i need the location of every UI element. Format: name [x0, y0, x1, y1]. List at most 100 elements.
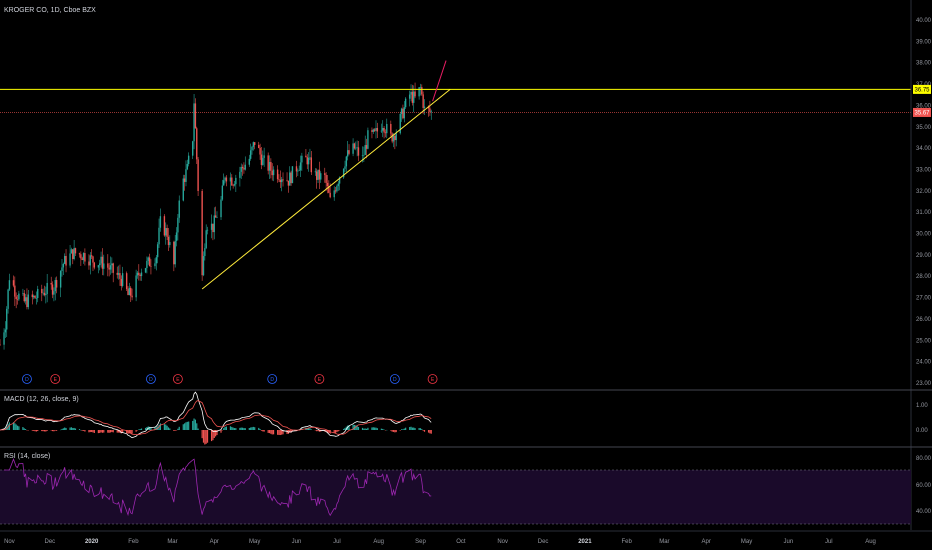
candle: [315, 168, 318, 189]
macd-bar: [53, 430, 55, 432]
candle: [187, 152, 190, 167]
candle: [373, 128, 376, 132]
candle: [210, 214, 213, 239]
macd-bar: [309, 428, 311, 430]
candle: [50, 276, 52, 290]
macd-bar: [163, 424, 166, 430]
candle: [231, 174, 233, 187]
macd-bar: [333, 430, 335, 434]
macd-bar: [391, 430, 393, 432]
earnings-marker[interactable]: E: [50, 374, 61, 384]
candle: [177, 214, 179, 241]
candle: [192, 140, 194, 160]
macd-bar: [159, 423, 161, 430]
time-tick: May: [741, 539, 752, 545]
candle: [101, 248, 104, 276]
candle: [127, 286, 129, 296]
candle: [382, 120, 384, 138]
dividend-marker[interactable]: D: [22, 374, 32, 384]
candle: [130, 286, 132, 303]
candle: [356, 140, 358, 157]
time-tick: May: [249, 539, 260, 545]
rsi-title: RSI (14, close): [4, 453, 50, 460]
candle: [107, 254, 109, 277]
macd-bar: [375, 427, 377, 430]
macd-bar: [365, 428, 368, 430]
macd-bar: [196, 423, 198, 430]
candlestick-series: [0, 82, 432, 350]
candle: [287, 180, 290, 193]
earnings-marker[interactable]: E: [427, 374, 438, 384]
macd-bar: [122, 430, 124, 433]
candle: [258, 141, 260, 149]
macd-bar: [267, 430, 269, 433]
candle: [395, 129, 397, 147]
candle: [147, 256, 149, 265]
macd-bar: [186, 421, 188, 430]
svg-text:D: D: [25, 377, 29, 383]
price-tick: 29.00: [916, 253, 932, 259]
macd-bar: [326, 430, 329, 433]
price-axis[interactable]: 40.0039.0038.0037.0036.0035.0034.0033.00…: [910, 0, 932, 530]
dividend-marker[interactable]: D: [267, 374, 278, 384]
time-tick: 2020: [85, 539, 99, 545]
macd-bar: [334, 430, 337, 433]
candle: [74, 247, 77, 257]
candle: [174, 235, 176, 268]
earnings-marker[interactable]: E: [172, 374, 183, 384]
dividend-marker[interactable]: D: [146, 374, 156, 384]
projection-arrow[interactable]: [432, 60, 447, 102]
macd-pane[interactable]: MACD (12, 26, close, 9) 1.00 0.00: [0, 391, 928, 445]
candle: [399, 111, 401, 135]
price-tick: 36.00: [916, 103, 932, 109]
macd-bar: [69, 427, 71, 430]
candle: [289, 166, 291, 186]
macd-bar: [223, 428, 225, 430]
macd-bar: [235, 428, 237, 430]
candle: [309, 148, 311, 160]
candle: [14, 276, 16, 306]
candle: [334, 186, 337, 194]
rsi-pane[interactable]: RSI (14, close) 80.00 60.00 40.00: [0, 453, 932, 525]
macd-bar: [277, 430, 279, 435]
macd-bar: [130, 430, 132, 434]
rsi-band: [0, 470, 911, 524]
macd-bar: [364, 428, 366, 430]
candle: [18, 290, 20, 302]
ascending-trendline[interactable]: [201, 89, 451, 290]
candle: [411, 84, 414, 106]
macd-bar: [252, 426, 254, 430]
price-pane[interactable]: KROGER CO, 1D, Cboe BZX D E D E D E D E: [0, 7, 911, 384]
macd-bar: [421, 429, 423, 430]
candle: [390, 120, 392, 137]
macd-bar: [154, 427, 156, 430]
candle: [125, 271, 128, 291]
macd-bar: [290, 430, 292, 433]
macd-bar: [320, 430, 322, 432]
price-tick: 28.00: [916, 274, 932, 280]
last-price-tag: [913, 107, 931, 117]
candle: [278, 174, 280, 183]
candle: [80, 251, 82, 266]
price-tick: 24.00: [916, 360, 932, 366]
earnings-marker[interactable]: E: [314, 374, 325, 384]
candle: [90, 249, 93, 260]
candle: [175, 227, 178, 247]
candle: [131, 288, 133, 301]
candle: [16, 294, 19, 305]
macd-bar: [82, 430, 85, 431]
time-axis[interactable]: Nov Dec 2020 Feb Mar Apr May Jun Jul Aug Sep Oct Nov…: [4, 539, 876, 545]
macd-bar: [61, 428, 63, 430]
candle: [111, 257, 113, 274]
macd-bar: [33, 430, 35, 431]
candle: [24, 293, 27, 305]
candle: [249, 143, 252, 161]
candle: [108, 262, 110, 277]
candle: [193, 94, 195, 150]
dividend-marker[interactable]: D: [389, 374, 400, 384]
candle: [299, 155, 302, 178]
candle: [421, 84, 423, 96]
macd-bar: [306, 428, 308, 430]
macd-bar: [270, 430, 272, 434]
